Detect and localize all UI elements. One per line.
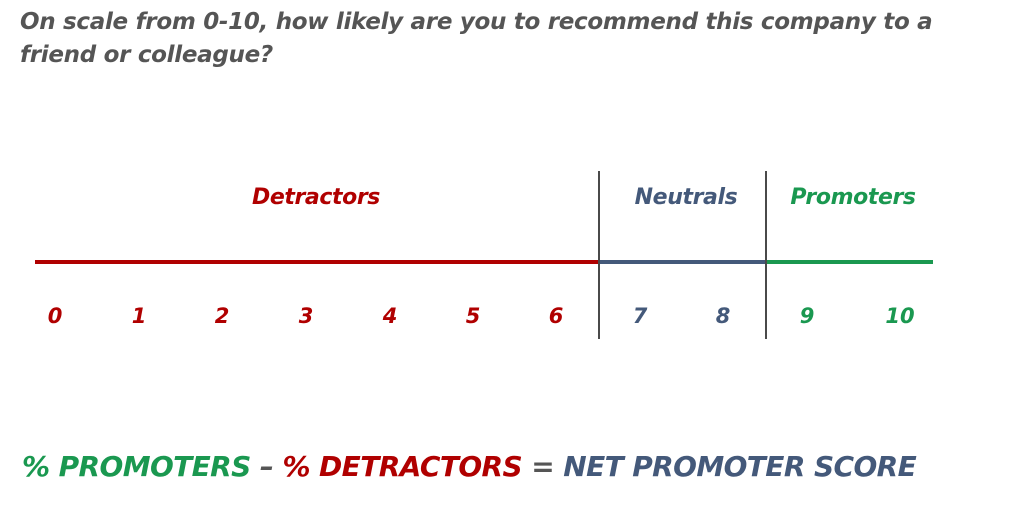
detractors-neutrals-divider	[598, 171, 600, 339]
promoters-label: Promoters	[790, 185, 916, 210]
formula-promoters-term: % PROMOTERS	[22, 450, 251, 483]
formula-minus-sign: –	[259, 450, 274, 483]
scale-number-1: 1	[131, 304, 147, 328]
formula-equals-sign: =	[531, 450, 555, 483]
scale-number-7: 7	[632, 304, 648, 328]
scale-number-9: 9	[799, 304, 815, 328]
scale-number-6: 6	[548, 304, 564, 328]
nps-formula: % PROMOTERS – % DETRACTORS = NET PROMOTE…	[22, 447, 917, 487]
scale-number-0: 0	[47, 304, 63, 328]
scale-number-2: 2	[214, 304, 230, 328]
scale-number-5: 5	[465, 304, 481, 328]
promoters-line-segment	[766, 260, 933, 264]
scale-number-10: 10	[885, 304, 915, 328]
detractors-label: Detractors	[251, 185, 380, 210]
detractors-line-segment	[35, 260, 599, 264]
neutrals-promoters-divider	[765, 171, 767, 339]
formula-detractors-term: % DETRACTORS	[282, 450, 523, 483]
scale-number-3: 3	[298, 304, 314, 328]
neutrals-label: Neutrals	[634, 185, 738, 210]
formula-result-term: NET PROMOTER SCORE	[563, 450, 917, 483]
scale-number-4: 4	[382, 304, 398, 328]
neutrals-line-segment	[599, 260, 766, 264]
scale-number-8: 8	[715, 304, 731, 328]
survey-question: On scale from 0-10, how likely are you t…	[20, 9, 933, 68]
